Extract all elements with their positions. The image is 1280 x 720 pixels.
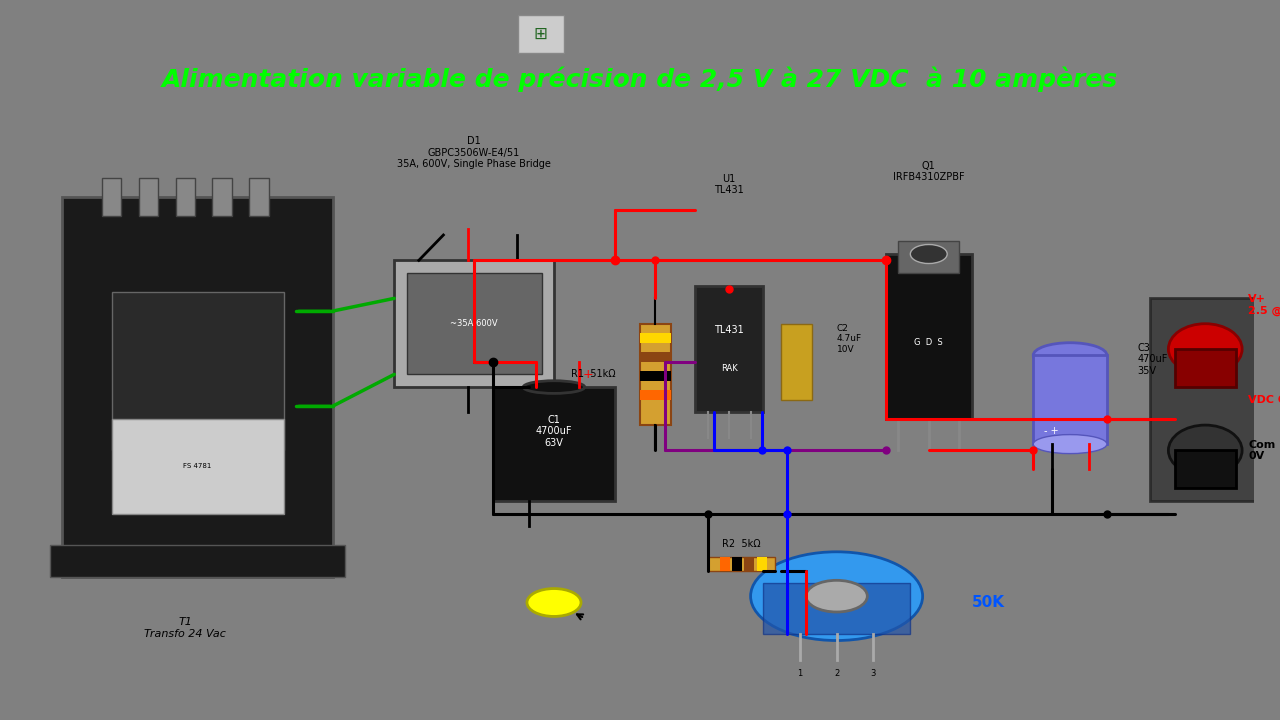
FancyBboxPatch shape: [175, 178, 195, 216]
Ellipse shape: [1033, 435, 1107, 454]
FancyBboxPatch shape: [899, 241, 960, 273]
FancyBboxPatch shape: [745, 557, 754, 571]
Text: - +: - +: [1044, 426, 1059, 436]
Text: VDC Out: VDC Out: [1248, 395, 1280, 405]
Text: 2: 2: [835, 669, 840, 678]
Text: 50K: 50K: [972, 595, 1005, 610]
Text: G  D  S: G D S: [914, 338, 943, 347]
Text: 1: 1: [797, 669, 803, 678]
FancyBboxPatch shape: [640, 390, 671, 400]
FancyBboxPatch shape: [756, 557, 767, 571]
Text: R1  51kΩ: R1 51kΩ: [571, 369, 616, 379]
FancyBboxPatch shape: [886, 254, 972, 419]
Text: V+
2.5 @ 27Vdc: V+ 2.5 @ 27Vdc: [1248, 294, 1280, 315]
FancyBboxPatch shape: [102, 178, 122, 216]
Text: C3
470uF
35V: C3 470uF 35V: [1138, 343, 1169, 376]
Text: ~35A 600V: ~35A 600V: [451, 319, 498, 328]
FancyBboxPatch shape: [640, 352, 671, 361]
Text: Q1
IRFB4310ZPBF: Q1 IRFB4310ZPBF: [893, 161, 965, 182]
Circle shape: [527, 588, 581, 616]
Ellipse shape: [806, 580, 868, 612]
Text: T1
Transfo 24 Vac: T1 Transfo 24 Vac: [145, 617, 227, 639]
FancyBboxPatch shape: [640, 324, 671, 425]
FancyBboxPatch shape: [138, 178, 159, 216]
Text: R2  5kΩ: R2 5kΩ: [722, 539, 760, 549]
Ellipse shape: [750, 552, 923, 641]
FancyBboxPatch shape: [493, 387, 616, 501]
FancyBboxPatch shape: [640, 333, 671, 343]
Ellipse shape: [1033, 343, 1107, 368]
FancyBboxPatch shape: [407, 273, 541, 374]
FancyBboxPatch shape: [719, 557, 730, 571]
FancyBboxPatch shape: [111, 292, 284, 451]
FancyBboxPatch shape: [250, 178, 269, 216]
FancyBboxPatch shape: [63, 197, 333, 577]
Ellipse shape: [524, 381, 585, 393]
FancyBboxPatch shape: [732, 557, 742, 571]
FancyBboxPatch shape: [394, 261, 554, 387]
FancyBboxPatch shape: [1175, 451, 1236, 488]
Text: TL431: TL431: [714, 325, 744, 335]
Text: FS 4781: FS 4781: [183, 463, 211, 469]
Ellipse shape: [1169, 425, 1242, 476]
FancyBboxPatch shape: [111, 419, 284, 514]
Text: D1
GBPC3506W-E4/51
35A, 600V, Single Phase Bridge: D1 GBPC3506W-E4/51 35A, 600V, Single Pha…: [397, 136, 552, 169]
FancyBboxPatch shape: [50, 546, 346, 577]
FancyBboxPatch shape: [212, 178, 232, 216]
Text: ⊞: ⊞: [534, 25, 548, 43]
FancyBboxPatch shape: [1149, 298, 1261, 501]
FancyBboxPatch shape: [640, 372, 671, 381]
FancyBboxPatch shape: [763, 583, 910, 634]
Ellipse shape: [1169, 324, 1242, 374]
FancyBboxPatch shape: [517, 15, 564, 53]
Text: U1
TL431: U1 TL431: [714, 174, 744, 195]
Circle shape: [910, 245, 947, 264]
FancyBboxPatch shape: [708, 557, 776, 571]
Text: C1
4700uF
63V: C1 4700uF 63V: [536, 415, 572, 448]
Text: RAK: RAK: [721, 364, 737, 372]
FancyBboxPatch shape: [695, 286, 763, 413]
Text: Alimentation variable de précision de 2,5 V à 27 VDC  à 10 ampères: Alimentation variable de précision de 2,…: [161, 66, 1119, 92]
FancyBboxPatch shape: [1175, 349, 1236, 387]
Text: +: +: [584, 368, 594, 381]
Text: C2
4.7uF
10V: C2 4.7uF 10V: [837, 324, 861, 354]
Text: Com
0V: Com 0V: [1248, 440, 1275, 462]
FancyBboxPatch shape: [1033, 356, 1107, 444]
Text: 3: 3: [870, 669, 876, 678]
FancyBboxPatch shape: [781, 324, 812, 400]
